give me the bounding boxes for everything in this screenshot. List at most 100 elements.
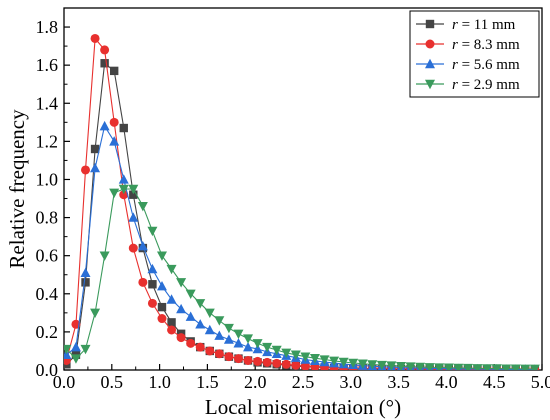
data-point (70, 341, 81, 352)
data-point (329, 356, 340, 367)
x-axis-title: Local misorientaion (°) (205, 395, 401, 419)
data-point (204, 324, 215, 335)
data-point (281, 348, 292, 359)
data-point (434, 363, 445, 370)
x-tick-label: 0.0 (53, 372, 76, 392)
data-point (118, 174, 129, 184)
data-point (90, 33, 100, 43)
data-point (491, 364, 502, 370)
data-point (272, 358, 282, 368)
data-point (90, 162, 101, 173)
data-point (176, 303, 187, 314)
legend-item: r = 2.9 mm (416, 77, 520, 93)
legend-label: r = 8.3 mm (452, 37, 520, 53)
data-point (157, 302, 167, 312)
y-axis-title: Relative frequency (5, 109, 29, 269)
data-point (223, 334, 234, 344)
data-point (223, 323, 234, 334)
data-point (291, 360, 301, 370)
data-point (64, 344, 72, 355)
data-point (243, 355, 253, 365)
data-point (185, 311, 196, 321)
data-point (233, 338, 244, 348)
data-point (243, 341, 254, 352)
data-point (90, 144, 100, 154)
legend-marker (425, 39, 435, 49)
data-point (167, 318, 176, 327)
y-tick-label: 0.4 (36, 284, 59, 304)
data-point (520, 364, 531, 370)
data-point (70, 354, 81, 364)
legend-item: r = 5.6 mm (416, 57, 520, 73)
x-tick-label: 5.0 (531, 372, 550, 392)
data-point (338, 357, 349, 368)
data-point (147, 298, 157, 308)
data-point (109, 117, 119, 127)
series-line (66, 62, 535, 370)
x-tick-label: 4.5 (483, 372, 506, 392)
data-point (214, 330, 225, 340)
data-point (252, 339, 263, 349)
y-tick-label: 0.6 (36, 246, 59, 266)
data-point (156, 280, 167, 291)
data-point (262, 357, 272, 367)
data-point (233, 329, 244, 339)
data-point (99, 120, 110, 131)
data-point (148, 280, 157, 289)
x-tick-label: 1.5 (196, 372, 219, 392)
y-tick-label: 1.4 (36, 93, 59, 113)
data-point (319, 355, 330, 365)
data-point (90, 308, 101, 319)
data-point (195, 299, 206, 309)
data-point (309, 353, 320, 364)
x-tick-label: 4.0 (435, 372, 458, 392)
data-point (80, 344, 91, 355)
data-point (233, 354, 243, 364)
legend-marker (425, 58, 435, 69)
data-point (243, 334, 254, 344)
data-point (205, 346, 215, 356)
data-point (214, 316, 225, 326)
data-point (204, 308, 215, 319)
legend-marker (425, 19, 435, 29)
data-point (100, 45, 110, 55)
y-tick-label: 0.2 (36, 322, 59, 342)
data-point (501, 364, 512, 370)
y-tick-label: 1.6 (36, 55, 59, 75)
data-point (137, 201, 148, 212)
data-point (357, 359, 368, 369)
legend-marker (425, 79, 435, 90)
data-point (176, 333, 186, 343)
data-point (281, 359, 291, 369)
legend-label: r = 11 mm (452, 17, 516, 33)
y-tick-label: 1.8 (36, 17, 59, 37)
data-point (214, 349, 224, 359)
data-point (262, 342, 273, 353)
data-point (252, 343, 263, 354)
data-point (137, 240, 148, 251)
data-point (166, 294, 177, 304)
data-point (367, 360, 378, 370)
data-point (443, 363, 454, 370)
x-tick-label: 1.0 (148, 372, 171, 392)
data-point (195, 342, 205, 352)
legend: r = 11 mm r = 8.3 mm r = 5.6 mm r = 2.9 mm (409, 10, 540, 98)
data-point (386, 361, 397, 370)
data-point (119, 190, 129, 200)
data-point (109, 66, 119, 76)
data-point (118, 184, 129, 195)
data-point (253, 356, 263, 366)
data-point (156, 251, 167, 261)
data-point (271, 345, 282, 356)
data-point (185, 289, 196, 299)
data-point (81, 165, 91, 175)
data-point (415, 362, 426, 370)
data-point (195, 319, 206, 329)
data-point (224, 352, 234, 362)
x-tick-label: 0.5 (101, 372, 124, 392)
data-point (472, 364, 483, 370)
data-point (147, 263, 158, 274)
data-point (109, 136, 120, 146)
x-tick-label: 2.0 (244, 372, 267, 392)
